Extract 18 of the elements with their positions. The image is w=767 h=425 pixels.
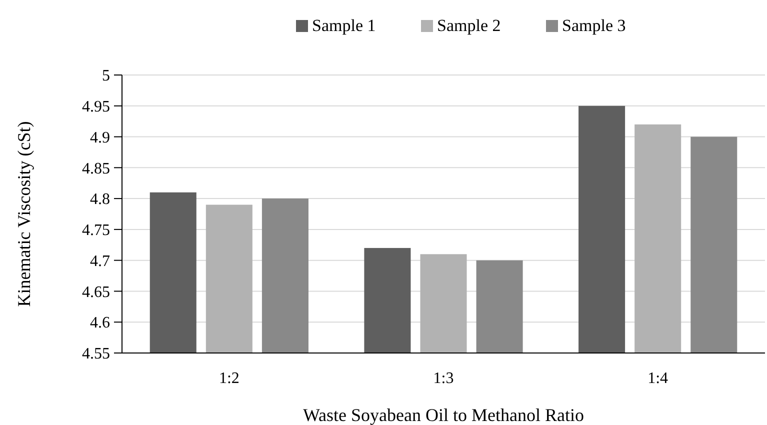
legend-label: Sample 3 bbox=[562, 16, 626, 35]
x-axis-title: Waste Soyabean Oil to Methanol Ratio bbox=[303, 405, 584, 425]
y-tick-label: 4.7 bbox=[90, 252, 110, 270]
y-tick-label: 4.8 bbox=[90, 191, 110, 208]
legend-label: Sample 1 bbox=[312, 16, 376, 35]
x-tick-label: 1:3 bbox=[433, 370, 454, 387]
y-tick-label: 4.95 bbox=[82, 98, 110, 116]
y-tick-label: 4.85 bbox=[82, 160, 110, 178]
y-tick-label: 5 bbox=[102, 68, 110, 85]
x-tick-label: 1:4 bbox=[648, 370, 668, 387]
y-tick-label: 4.65 bbox=[82, 284, 110, 301]
x-tick-label: 1:2 bbox=[218, 370, 240, 387]
y-tick-label: 4.75 bbox=[82, 222, 110, 240]
legend-label: Sample 2 bbox=[437, 16, 501, 35]
y-tick-label: 4.55 bbox=[82, 346, 110, 363]
y-tick-label: 4.6 bbox=[90, 314, 110, 332]
y-tick-label: 4.9 bbox=[90, 129, 110, 146]
y-axis-title: Kinematic Viscosity (cSt) bbox=[14, 121, 34, 307]
